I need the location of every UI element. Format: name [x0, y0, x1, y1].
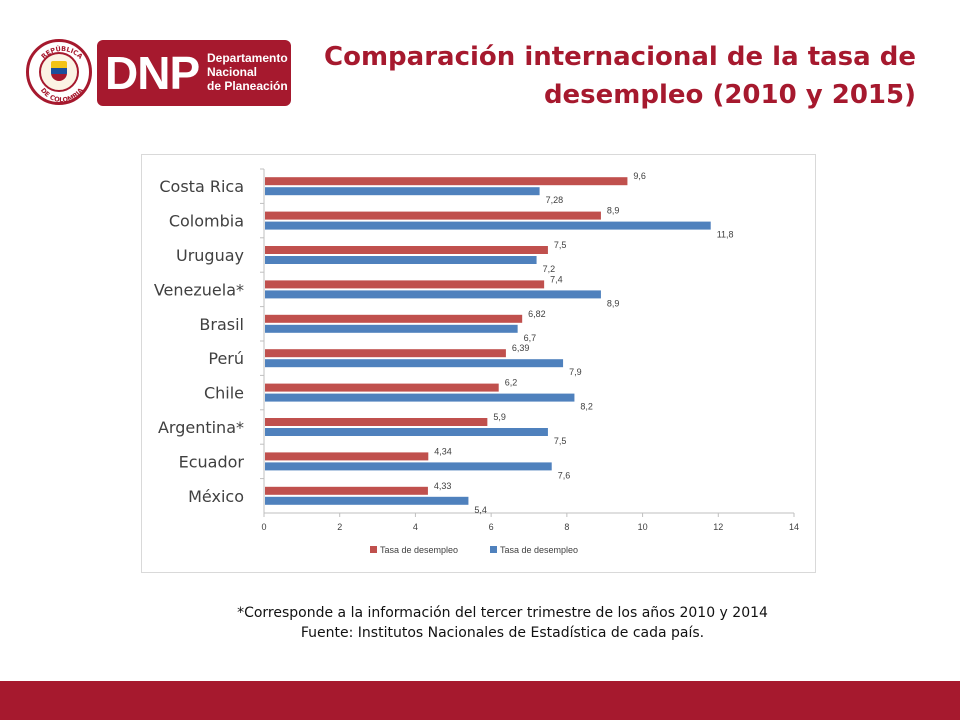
data-label: 6,82	[528, 309, 546, 319]
data-label: 4,34	[434, 446, 452, 456]
dnp-acronym: DNP	[105, 47, 200, 99]
bar-red	[265, 177, 628, 186]
bar-red	[265, 452, 429, 461]
bar-blue	[265, 428, 548, 436]
data-label: 5,4	[474, 505, 487, 515]
footnote: *Corresponde a la información del tercer…	[237, 605, 768, 621]
data-label: 7,4	[550, 274, 563, 284]
data-label: 8,9	[607, 298, 620, 308]
data-label: 5,9	[493, 412, 506, 422]
data-label: 7,6	[558, 470, 571, 480]
bar-red	[265, 246, 548, 254]
bar-red	[265, 314, 523, 323]
data-label: 6,7	[524, 333, 537, 343]
x-tick-label: 12	[713, 522, 723, 532]
data-label: 7,9	[569, 367, 582, 377]
legend-swatch	[370, 546, 377, 553]
source-note: Fuente: Institutos Nacionales de Estadís…	[300, 625, 705, 641]
data-label: 8,2	[580, 402, 593, 412]
bar-blue	[265, 324, 518, 333]
data-label: 7,28	[546, 195, 564, 205]
x-tick-label: 10	[638, 522, 648, 532]
bar-blue	[265, 496, 469, 505]
slide-title-line-2: desempleo (2010 y 2015)	[543, 80, 916, 110]
dnp-line-1: Departamento	[207, 51, 288, 65]
unemployment-bar-chart: 0 2 4 6 8 10 12 14 Costa Rica 9,6 7,28 Colombia 8,9 1…	[154, 168, 799, 555]
data-label: 7,2	[543, 264, 556, 274]
bar-blue	[265, 290, 601, 299]
data-label: 6,2	[505, 378, 518, 388]
footer-bar	[0, 681, 960, 720]
dnp-wordmark: DNP Departamento Nacional de Planeación	[97, 40, 291, 106]
category-label: México	[188, 487, 244, 506]
bar-blue	[265, 187, 540, 196]
bar-red	[265, 383, 499, 392]
bar-red	[265, 280, 545, 289]
bar-red	[265, 418, 488, 426]
data-label: 7,5	[554, 436, 567, 446]
legend-entry: Tasa de desempleo	[380, 545, 458, 555]
coat-of-arms-icon	[51, 61, 67, 81]
dnp-line-3: de Planeación	[207, 79, 288, 93]
chart-notes: *Corresponde a la información del tercer…	[0, 603, 960, 643]
category-label: Uruguay	[176, 246, 244, 265]
bar-red	[265, 211, 601, 220]
legend-swatch	[490, 546, 497, 553]
svg-text:REPÚBLICA: REPÚBLICA	[40, 44, 85, 61]
bar-red	[265, 486, 428, 495]
x-tick-label: 4	[413, 522, 418, 532]
x-tick-label: 8	[564, 522, 569, 532]
bar-blue	[265, 462, 552, 471]
data-label: 6,39	[512, 343, 530, 353]
category-label: Venezuela*	[154, 280, 244, 299]
x-tick-label: 6	[489, 522, 494, 532]
colombia-seal-icon: REPÚBLICA DE COLOMBIA	[26, 39, 92, 105]
data-label: 9,6	[633, 171, 646, 181]
x-tick-label: 14	[789, 522, 799, 532]
bar-blue	[265, 221, 711, 230]
category-label: Costa Rica	[159, 177, 244, 196]
category-label: Colombia	[169, 212, 244, 231]
category-label: Perú	[208, 349, 244, 368]
category-label: Chile	[204, 384, 244, 403]
bar-blue	[265, 256, 537, 264]
x-tick-label: 0	[261, 522, 266, 532]
data-label: 11,8	[717, 230, 734, 240]
dnp-full-name: Departamento Nacional de Planeación	[207, 51, 288, 93]
slide-title-line-1: Comparación internacional de la tasa de	[324, 42, 916, 72]
category-label: Brasil	[199, 315, 244, 334]
seal-bottom-text: DE COLOMBIA	[39, 86, 85, 104]
data-label: 7,5	[554, 240, 567, 250]
seal-top-text: REPÚBLICA	[40, 44, 85, 61]
dnp-line-2: Nacional	[207, 65, 258, 79]
data-label: 8,9	[607, 206, 620, 216]
x-tick-label: 2	[337, 522, 342, 532]
bar-red	[265, 349, 506, 358]
category-label: Argentina*	[158, 418, 244, 437]
svg-text:DE COLOMBIA: DE COLOMBIA	[39, 86, 85, 104]
slide-title: Comparación internacional de la tasa de …	[276, 38, 916, 114]
category-label: Ecuador	[179, 452, 245, 471]
data-label: 4,33	[434, 481, 452, 491]
bar-blue	[265, 393, 575, 402]
legend-entry: Tasa de desempleo	[500, 545, 578, 555]
bar-blue	[265, 359, 564, 368]
